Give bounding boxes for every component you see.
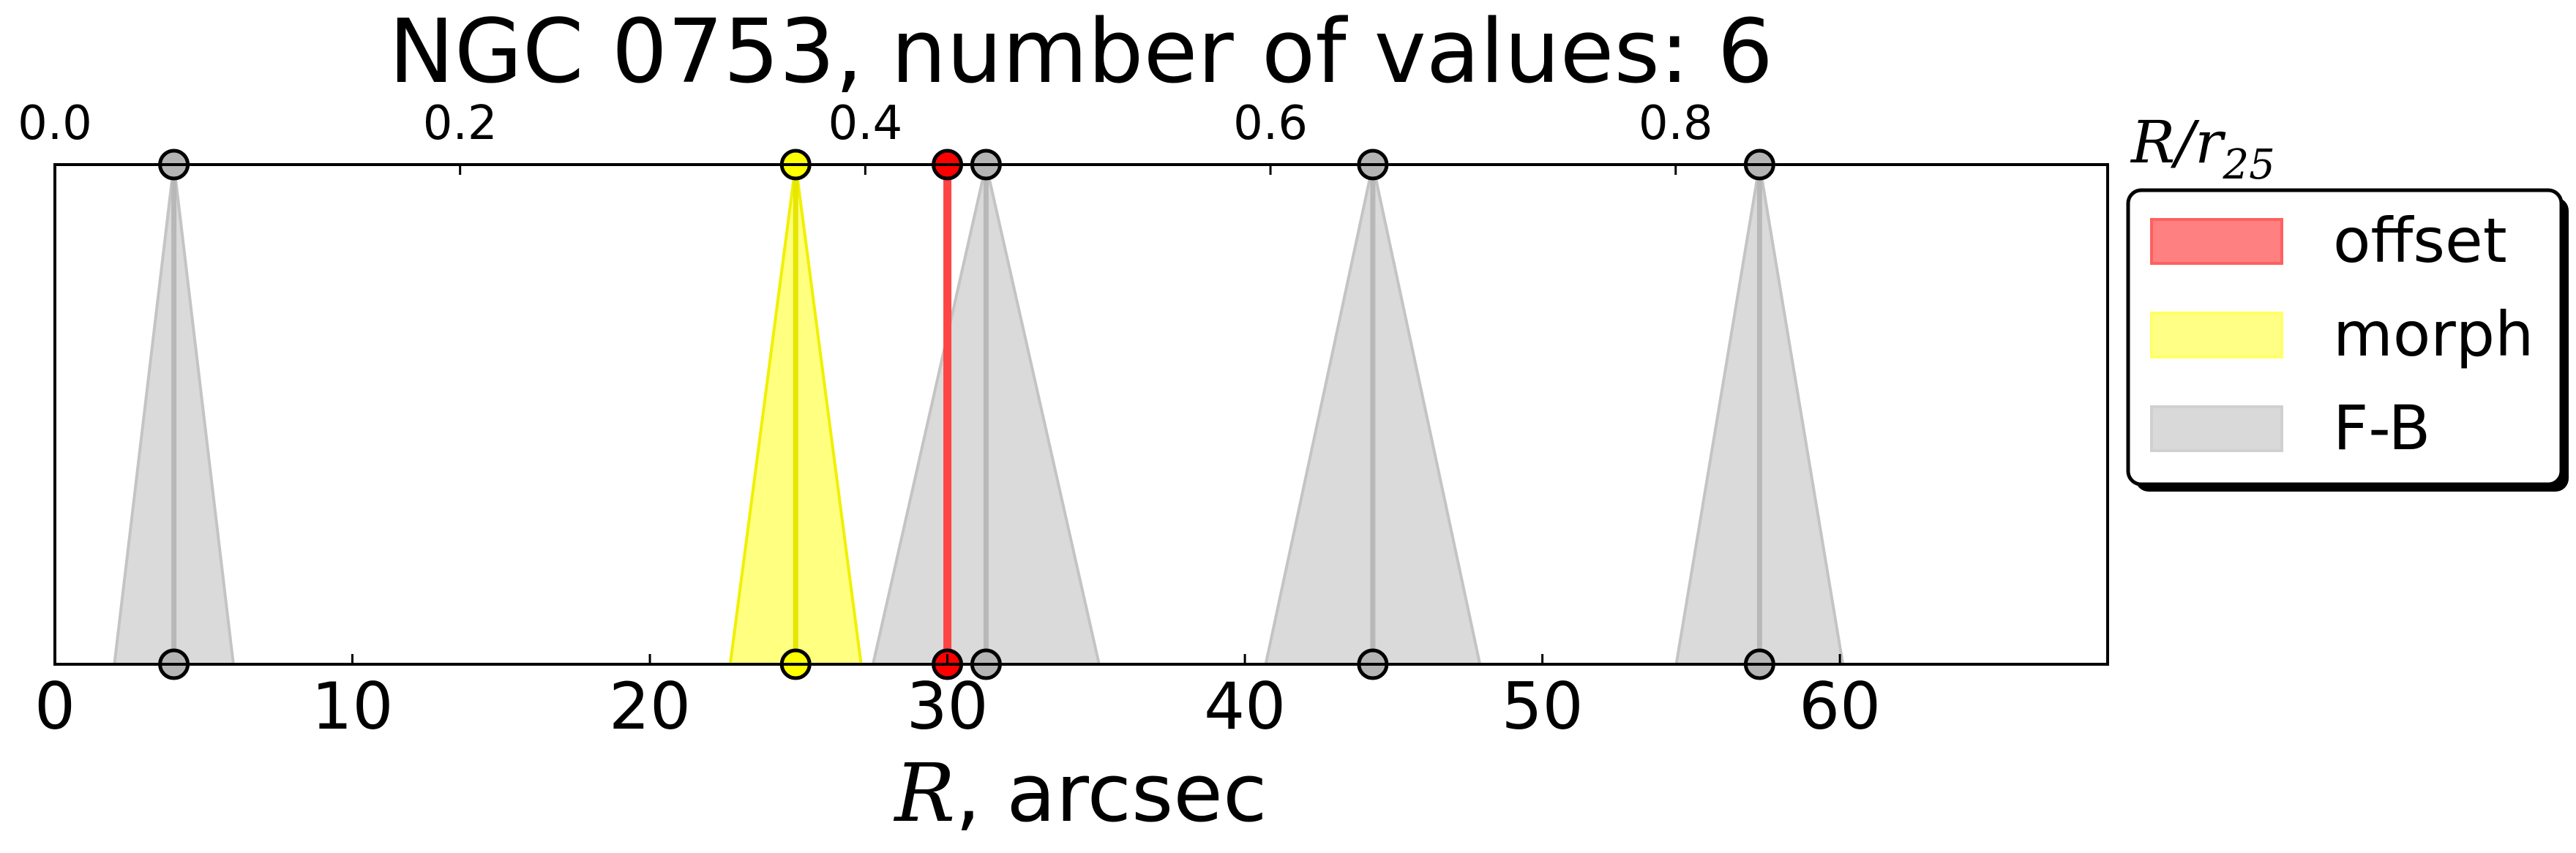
top-axis-label-subscript: 25: [2222, 141, 2274, 189]
x-tick-label-50: 50: [1502, 669, 1584, 744]
top-axis-label-variable: R/r: [2130, 108, 2226, 176]
legend-label-morph: morph: [2333, 298, 2534, 370]
legend-swatch-f-b: [2150, 405, 2283, 452]
x-tick-label-10: 10: [312, 669, 394, 744]
x-tick-label-40: 40: [1204, 669, 1286, 744]
axes: 0 10 20 30 40 50 60 0.0 0.2 0.4 0.6 0.8: [18, 97, 1881, 744]
top-axis-label: R/r25: [2130, 108, 2275, 189]
x-axis-label: R, arcsec: [894, 746, 1268, 840]
legend-label-offset: offset: [2333, 205, 2507, 277]
x-tick-label-30: 30: [907, 669, 989, 744]
data-marks: [113, 149, 1845, 680]
chart-title: NGC 0753, number of values: 6: [389, 1, 1773, 103]
top-tick-label-2: 0.4: [828, 97, 902, 151]
x-tick-label-0: 0: [34, 669, 75, 744]
top-tick-label-3: 0.6: [1233, 97, 1308, 151]
x-tick-label-20: 20: [609, 669, 691, 744]
x-axis-label-variable: R: [894, 746, 956, 840]
top-tick-label-0: 0.0: [18, 97, 92, 151]
top-tick-label-1: 0.2: [423, 97, 498, 151]
legend-swatch-morph: [2150, 312, 2283, 358]
legend-items: offset morph F-B: [2150, 205, 2534, 464]
x-axis-label-unit: , arcsec: [955, 746, 1267, 840]
top-tick-label-4: 0.8: [1639, 97, 1713, 151]
legend-label-f-b: F-B: [2333, 392, 2430, 464]
legend: offset morph F-B: [2126, 188, 2569, 492]
x-tick-label-60: 60: [1799, 669, 1881, 744]
legend-swatch-offset: [2150, 218, 2283, 265]
plot-frame: [53, 163, 2109, 666]
